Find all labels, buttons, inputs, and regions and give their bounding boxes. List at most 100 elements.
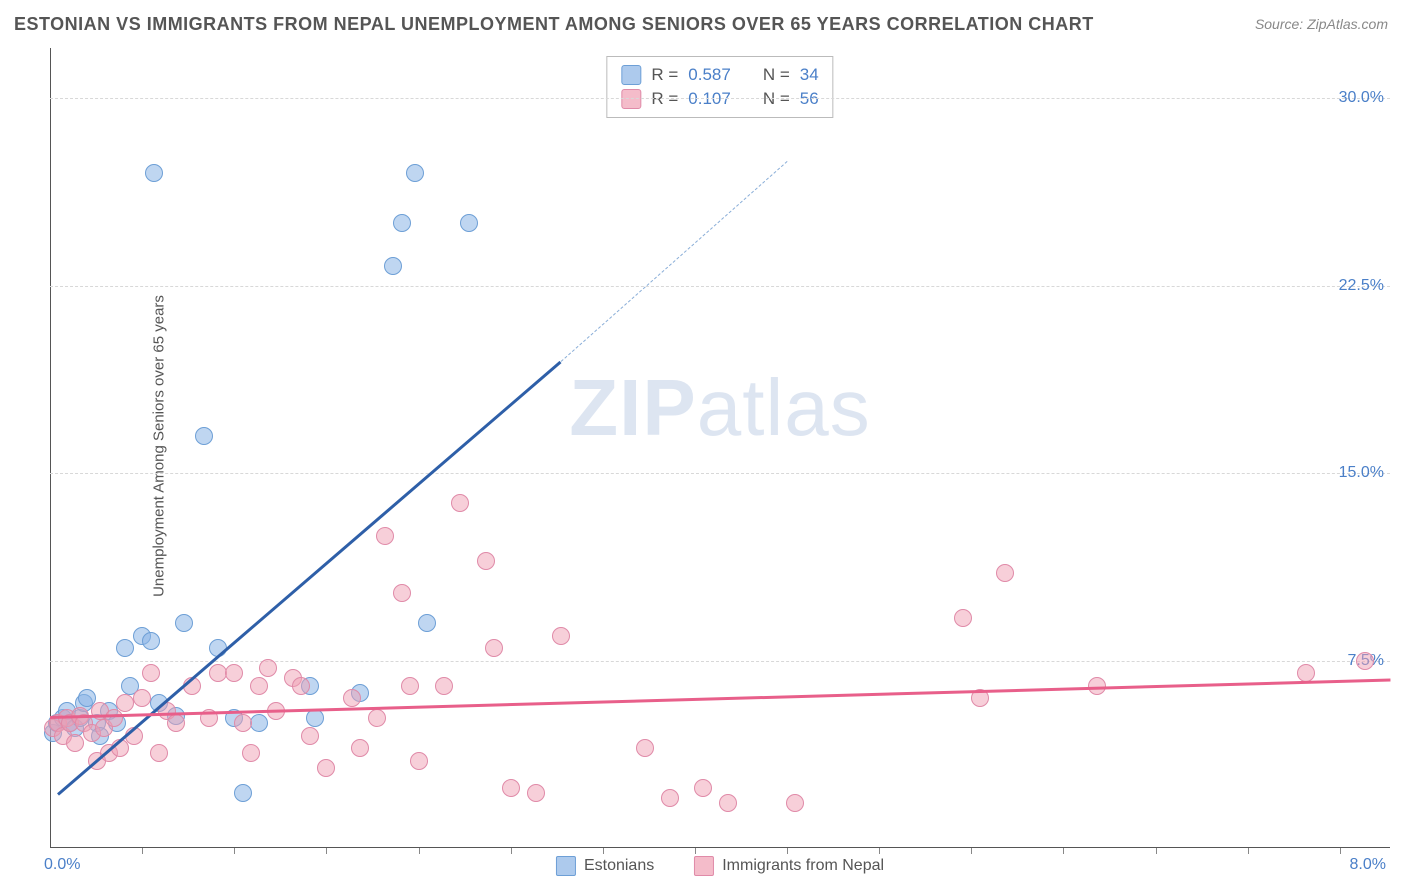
data-point — [142, 664, 160, 682]
data-point — [661, 789, 679, 807]
x-tick-mark — [603, 848, 604, 854]
data-point — [406, 164, 424, 182]
y-tick-label: 22.5% — [1339, 277, 1384, 295]
data-point — [1356, 652, 1374, 670]
x-tick-mark — [142, 848, 143, 854]
data-point — [167, 714, 185, 732]
data-point — [527, 784, 545, 802]
legend-label-estonians: Estonians — [584, 857, 654, 875]
data-point — [996, 564, 1014, 582]
data-point — [1297, 664, 1315, 682]
x-tick-mark — [326, 848, 327, 854]
x-tick-mark — [511, 848, 512, 854]
n-value-blue: 34 — [800, 65, 819, 85]
source-label: Source: ZipAtlas.com — [1255, 16, 1388, 32]
n-value-pink: 56 — [800, 89, 819, 109]
data-point — [393, 584, 411, 602]
x-tick-mark — [1340, 848, 1341, 854]
trendline-estonians-dash — [561, 161, 788, 362]
x-tick-mark — [419, 848, 420, 854]
legend-swatch-pink — [694, 856, 714, 876]
data-point — [368, 709, 386, 727]
gridline — [50, 286, 1390, 287]
x-tick-mark — [1063, 848, 1064, 854]
x-tick-mark — [879, 848, 880, 854]
data-point — [195, 427, 213, 445]
swatch-blue — [621, 65, 641, 85]
data-point — [301, 727, 319, 745]
data-point — [451, 494, 469, 512]
x-tick-mark — [234, 848, 235, 854]
legend-label-nepal: Immigrants from Nepal — [722, 857, 884, 875]
gridline — [50, 473, 1390, 474]
data-point — [351, 739, 369, 757]
data-point — [460, 214, 478, 232]
data-point — [786, 794, 804, 812]
legend-swatch-blue — [556, 856, 576, 876]
data-point — [150, 744, 168, 762]
chart-area: ZIPatlas R = 0.587 N = 34 R = 0.107 N = … — [50, 48, 1390, 848]
stats-box: R = 0.587 N = 34 R = 0.107 N = 56 — [606, 56, 833, 118]
data-point — [418, 614, 436, 632]
data-point — [242, 744, 260, 762]
data-point — [225, 664, 243, 682]
data-point — [485, 639, 503, 657]
data-point — [694, 779, 712, 797]
data-point — [502, 779, 520, 797]
data-point — [145, 164, 163, 182]
y-tick-label: 15.0% — [1339, 464, 1384, 482]
data-point — [116, 694, 134, 712]
data-point — [393, 214, 411, 232]
data-point — [250, 714, 268, 732]
data-point — [292, 677, 310, 695]
x-tick-left: 0.0% — [44, 856, 80, 874]
data-point — [250, 677, 268, 695]
gridline — [50, 98, 1390, 99]
n-label: N = — [763, 89, 790, 109]
data-point — [401, 677, 419, 695]
plot: ZIPatlas R = 0.587 N = 34 R = 0.107 N = … — [50, 48, 1390, 848]
data-point — [105, 709, 123, 727]
x-tick-mark — [787, 848, 788, 854]
data-point — [116, 639, 134, 657]
r-value-blue: 0.587 — [688, 65, 731, 85]
data-point — [410, 752, 428, 770]
stats-row-nepal: R = 0.107 N = 56 — [621, 87, 818, 111]
y-tick-label: 30.0% — [1339, 89, 1384, 107]
legend-item-nepal: Immigrants from Nepal — [694, 856, 884, 876]
data-point — [435, 677, 453, 695]
x-tick-right: 8.0% — [1350, 856, 1386, 874]
legend: Estonians Immigrants from Nepal — [556, 856, 884, 876]
data-point — [719, 794, 737, 812]
x-tick-mark — [1248, 848, 1249, 854]
data-point — [234, 784, 252, 802]
x-tick-mark — [1156, 848, 1157, 854]
data-point — [142, 632, 160, 650]
data-point — [477, 552, 495, 570]
data-point — [376, 527, 394, 545]
data-point — [66, 734, 84, 752]
x-tick-mark — [971, 848, 972, 854]
data-point — [234, 714, 252, 732]
stats-row-estonians: R = 0.587 N = 34 — [621, 63, 818, 87]
data-point — [209, 664, 227, 682]
data-point — [175, 614, 193, 632]
n-label: N = — [763, 65, 790, 85]
r-label: R = — [651, 89, 678, 109]
watermark: ZIPatlas — [569, 362, 870, 454]
chart-title: ESTONIAN VS IMMIGRANTS FROM NEPAL UNEMPL… — [14, 14, 1094, 35]
data-point — [552, 627, 570, 645]
r-value-pink: 0.107 — [688, 89, 731, 109]
data-point — [636, 739, 654, 757]
data-point — [259, 659, 277, 677]
data-point — [317, 759, 335, 777]
x-axis — [50, 847, 1390, 848]
data-point — [343, 689, 361, 707]
data-point — [384, 257, 402, 275]
data-point — [133, 689, 151, 707]
swatch-pink — [621, 89, 641, 109]
legend-item-estonians: Estonians — [556, 856, 654, 876]
r-label: R = — [651, 65, 678, 85]
gridline — [50, 661, 1390, 662]
data-point — [954, 609, 972, 627]
